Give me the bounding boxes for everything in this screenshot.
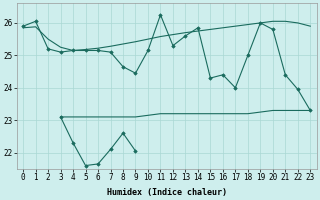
- X-axis label: Humidex (Indice chaleur): Humidex (Indice chaleur): [107, 188, 227, 197]
